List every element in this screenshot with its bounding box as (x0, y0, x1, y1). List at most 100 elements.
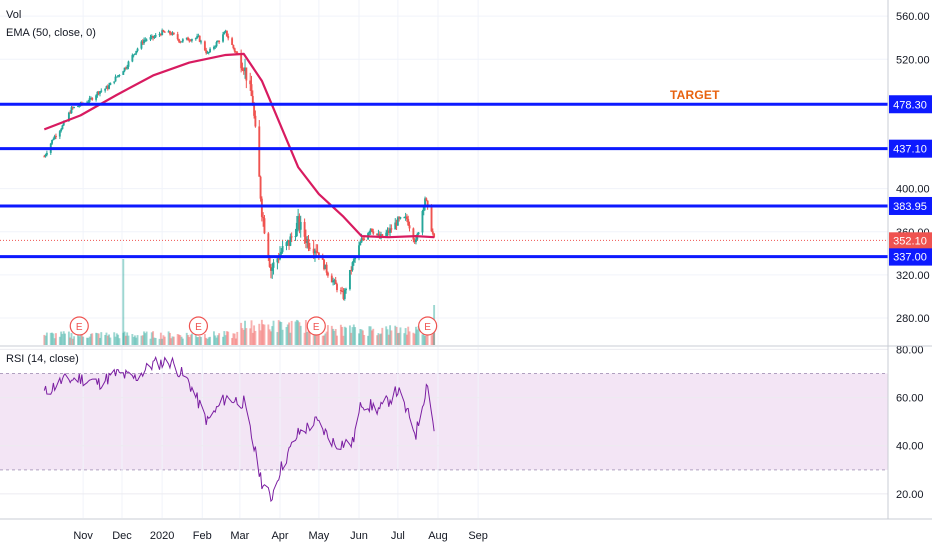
volume-bar (378, 334, 381, 345)
volume-bar (95, 332, 98, 345)
candle-body (106, 86, 109, 89)
ema-indicator-label[interactable]: EMA (50, close, 0) (6, 27, 96, 39)
volume-bar (268, 329, 271, 345)
candle-body (188, 40, 191, 42)
rsi-indicator-label[interactable]: RSI (14, close) (6, 353, 79, 365)
volume-bar (163, 336, 166, 345)
time-tick-label: Feb (193, 530, 212, 542)
volume-bar (245, 328, 248, 345)
level-price-tag (889, 95, 932, 114)
volume-bar (87, 337, 90, 345)
candle-body (122, 71, 125, 75)
candle-body (118, 74, 121, 76)
volume-bar (99, 337, 101, 345)
level-price-tag (889, 196, 932, 215)
time-tick-label: Mar (230, 530, 249, 542)
price-tick-label: 520.00 (896, 54, 930, 66)
candle-body (152, 35, 155, 38)
candle-body (341, 290, 344, 292)
volume-bar (140, 335, 143, 345)
candle-body (372, 231, 375, 234)
volume-bar (218, 333, 221, 345)
volume-bar (235, 338, 237, 345)
volume-bar (61, 333, 64, 345)
candle-body (325, 264, 328, 273)
volume-bar (135, 337, 138, 345)
volume-bar (336, 335, 338, 345)
volume-bar (297, 320, 300, 345)
volume-bar (60, 331, 63, 345)
candle-body (104, 88, 107, 91)
volume-bar (306, 331, 309, 345)
volume-indicator-label[interactable]: Vol (6, 9, 22, 21)
candle-body (200, 41, 202, 43)
candle-body (163, 31, 166, 33)
volume-bar (132, 336, 135, 345)
candle-body (339, 290, 342, 292)
volume-bar (144, 333, 147, 345)
candle-body (45, 152, 48, 155)
volume-bar (415, 326, 417, 345)
candle-body (227, 36, 230, 39)
candle-body (73, 106, 76, 108)
candle-body (162, 30, 165, 32)
candle-body (405, 216, 408, 220)
volume-bar (369, 326, 372, 345)
candle-body (269, 266, 272, 271)
volume-bar (368, 326, 371, 345)
time-tick-label: 2020 (150, 530, 174, 542)
candle-body (251, 95, 254, 106)
volume-bar (162, 335, 165, 345)
candle-body (348, 269, 351, 290)
candle-body (127, 61, 130, 67)
candle-body (281, 246, 284, 252)
volume-bar (317, 331, 320, 345)
volume-bar (372, 328, 375, 345)
volume-bar (185, 332, 188, 345)
volume-bar (69, 337, 72, 345)
volume-bar (222, 336, 224, 345)
time-tick-label: Sep (468, 530, 488, 542)
candle-body (387, 230, 390, 233)
volume-bar (253, 325, 256, 345)
candle-body (58, 131, 61, 137)
candle-body (124, 67, 127, 69)
earnings-marker-label: E (424, 322, 431, 333)
candle-body (176, 34, 179, 40)
volume-bar (250, 320, 253, 345)
volume-bar (244, 320, 246, 345)
volume-bar (207, 337, 210, 345)
candle-body (196, 36, 199, 39)
candle-body (209, 48, 212, 52)
candle-body (267, 233, 270, 258)
price-tick-label: 280.00 (896, 313, 930, 325)
candle-body (235, 51, 237, 53)
candle-body (105, 86, 108, 89)
volume-bar (285, 327, 288, 345)
candle-body (342, 291, 345, 299)
candle-body (96, 91, 99, 96)
volume-bar (269, 331, 272, 345)
volume-bar (431, 333, 434, 345)
price-tick-label: 400.00 (896, 184, 930, 196)
earnings-marker-label: E (195, 322, 202, 333)
candle-body (144, 39, 147, 41)
candle-body (260, 198, 263, 217)
volume-bar (203, 334, 206, 345)
volume-bar (377, 333, 380, 345)
candle-body (179, 41, 182, 43)
candle-body (244, 67, 246, 71)
candle-body (312, 248, 315, 254)
volume-bar (43, 334, 46, 345)
candle-body (224, 30, 227, 33)
volume-bar (259, 330, 262, 345)
volume-bar (399, 327, 402, 345)
candle-body (61, 125, 64, 130)
candle-body (277, 258, 280, 260)
rsi-tick-label: 20.00 (896, 489, 924, 501)
candle-body (276, 258, 279, 263)
volume-bar (141, 335, 144, 345)
volume-bar (405, 334, 408, 345)
volume-bar (214, 335, 217, 345)
candle-body (299, 221, 302, 230)
